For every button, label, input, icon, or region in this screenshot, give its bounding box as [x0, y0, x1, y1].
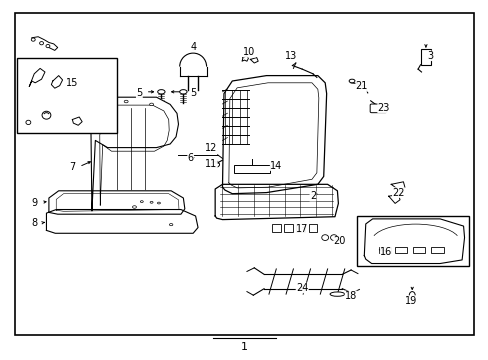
Ellipse shape: [157, 90, 164, 94]
Text: 2: 2: [309, 191, 315, 201]
Ellipse shape: [140, 201, 143, 202]
Text: 8: 8: [31, 218, 37, 228]
Text: 19: 19: [404, 296, 416, 306]
Bar: [15, 13, 473, 335]
Polygon shape: [388, 194, 399, 203]
Ellipse shape: [124, 100, 128, 103]
Text: 23: 23: [377, 103, 389, 113]
Text: 22: 22: [391, 188, 404, 198]
Ellipse shape: [330, 235, 337, 240]
Bar: [378, 247, 390, 253]
Polygon shape: [91, 97, 178, 211]
Bar: [412, 247, 425, 253]
Ellipse shape: [46, 44, 50, 48]
Bar: [233, 165, 270, 173]
Bar: [420, 49, 430, 65]
Bar: [271, 224, 280, 232]
Ellipse shape: [180, 90, 186, 94]
Bar: [394, 247, 407, 253]
Polygon shape: [72, 117, 82, 125]
Text: 7: 7: [69, 162, 75, 172]
Polygon shape: [215, 184, 338, 220]
Text: 10: 10: [243, 47, 255, 57]
Polygon shape: [49, 191, 184, 214]
Ellipse shape: [329, 292, 344, 296]
Ellipse shape: [169, 224, 173, 226]
Bar: [17, 58, 117, 133]
Text: 24: 24: [295, 283, 308, 293]
Ellipse shape: [42, 111, 51, 119]
Bar: [296, 224, 305, 232]
Text: 12: 12: [204, 143, 217, 153]
Ellipse shape: [210, 162, 219, 167]
Text: 21: 21: [355, 81, 367, 91]
Ellipse shape: [149, 103, 153, 106]
Ellipse shape: [31, 38, 35, 41]
Polygon shape: [390, 182, 404, 192]
Polygon shape: [222, 76, 326, 194]
Ellipse shape: [157, 202, 160, 204]
Ellipse shape: [26, 120, 31, 125]
Ellipse shape: [40, 41, 43, 45]
Polygon shape: [242, 56, 248, 61]
Polygon shape: [364, 219, 464, 264]
Ellipse shape: [104, 103, 108, 106]
Polygon shape: [29, 68, 45, 86]
Text: 9: 9: [31, 198, 37, 208]
Ellipse shape: [408, 292, 414, 299]
Text: 13: 13: [284, 51, 297, 61]
Ellipse shape: [132, 206, 136, 208]
Bar: [284, 224, 292, 232]
Ellipse shape: [348, 79, 354, 83]
Polygon shape: [250, 58, 258, 63]
Bar: [430, 247, 443, 253]
Text: 18: 18: [344, 291, 357, 301]
Bar: [308, 224, 317, 232]
Text: 17: 17: [295, 224, 308, 234]
Text: 20: 20: [333, 236, 346, 246]
Text: 3: 3: [427, 51, 432, 61]
Text: 1: 1: [241, 342, 247, 352]
Ellipse shape: [321, 235, 328, 240]
Ellipse shape: [150, 201, 153, 203]
Text: 11: 11: [204, 159, 217, 169]
Text: 5: 5: [136, 88, 142, 98]
Polygon shape: [46, 210, 198, 233]
Text: 16: 16: [379, 247, 392, 257]
Text: 6: 6: [187, 153, 193, 163]
Text: 14: 14: [269, 161, 282, 171]
Text: 4: 4: [190, 42, 196, 52]
Text: 5: 5: [190, 88, 196, 98]
Ellipse shape: [364, 246, 373, 253]
Text: 15: 15: [66, 78, 79, 88]
Polygon shape: [51, 76, 62, 88]
Bar: [356, 216, 468, 266]
FancyBboxPatch shape: [369, 104, 386, 113]
